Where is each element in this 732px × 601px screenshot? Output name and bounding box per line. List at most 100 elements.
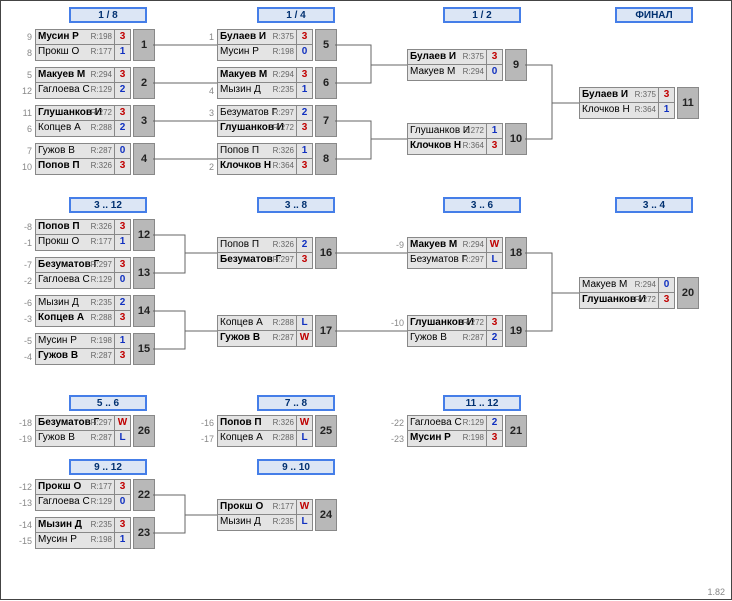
player-name: Безуматов ГR:297 bbox=[217, 253, 297, 269]
player-rating: R:198 bbox=[91, 533, 112, 547]
player-rating: R:272 bbox=[463, 124, 484, 138]
match: -22Гаглоева СR:1292-23Мусин РR:198321 bbox=[391, 415, 503, 447]
score: 3 bbox=[115, 257, 131, 273]
seed: -5 bbox=[19, 333, 35, 349]
score: 3 bbox=[297, 29, 313, 45]
score: 3 bbox=[659, 87, 675, 103]
match-number: 22 bbox=[133, 479, 155, 511]
player-name: Гаглоева СR:129 bbox=[35, 83, 115, 99]
seed: 1 bbox=[201, 29, 217, 45]
player-name: Мызин ДR:235 bbox=[35, 295, 115, 311]
stage-label: 3 .. 4 bbox=[615, 197, 693, 213]
seed bbox=[391, 331, 407, 347]
seed: 10 bbox=[19, 159, 35, 175]
seed bbox=[391, 65, 407, 81]
player-name: Гужов ВR:287 bbox=[217, 331, 297, 347]
seed bbox=[201, 45, 217, 61]
player-rating: R:364 bbox=[463, 139, 484, 153]
match-row: -19Гужов ВR:287L bbox=[19, 431, 131, 447]
stage-label: ФИНАЛ bbox=[615, 7, 693, 23]
stage-label: 3 .. 12 bbox=[69, 197, 147, 213]
player-rating: R:294 bbox=[463, 65, 484, 79]
player-rating: R:287 bbox=[463, 331, 484, 345]
match-row: Клочков НR:3643 bbox=[391, 139, 503, 155]
seed: 3 bbox=[201, 105, 217, 121]
match-row: Мусин РR:1980 bbox=[201, 45, 313, 61]
player-name: Гужов ВR:287 bbox=[35, 143, 115, 159]
player-name: Булаев ИR:375 bbox=[217, 29, 297, 45]
seed bbox=[391, 123, 407, 139]
stage-label: 9 .. 10 bbox=[257, 459, 335, 475]
match-number: 24 bbox=[315, 499, 337, 531]
score: 3 bbox=[487, 431, 503, 447]
match: Попов ПR:3262Безуматов ГR:297316 bbox=[201, 237, 313, 269]
seed bbox=[201, 253, 217, 269]
player-rating: R:287 bbox=[91, 431, 112, 445]
score: 3 bbox=[487, 315, 503, 331]
match-row: 10Попов ПR:3263 bbox=[19, 159, 131, 175]
player-rating: R:198 bbox=[463, 431, 484, 445]
player-name: Мусин РR:198 bbox=[35, 29, 115, 45]
player-rating: R:235 bbox=[91, 518, 112, 532]
player-rating: R:326 bbox=[273, 144, 294, 158]
match-row: Прокш ОR:177W bbox=[201, 499, 313, 515]
player-name: Гужов ВR:287 bbox=[407, 331, 487, 347]
score: 3 bbox=[115, 349, 131, 365]
match: 7Гужов ВR:287010Попов ПR:32634 bbox=[19, 143, 131, 175]
player-rating: R:294 bbox=[635, 278, 656, 292]
score: 1 bbox=[487, 123, 503, 139]
player-name: Клочков НR:364 bbox=[407, 139, 487, 155]
match-row: Макуев МR:2943 bbox=[201, 67, 313, 83]
match: -5Мусин РR:1981-4Гужов ВR:287315 bbox=[19, 333, 131, 365]
match-number: 26 bbox=[133, 415, 155, 447]
match-row: -16Попов ПR:326W bbox=[201, 415, 313, 431]
score: 3 bbox=[115, 517, 131, 533]
seed bbox=[201, 237, 217, 253]
match-row: -12Прокш ОR:1773 bbox=[19, 479, 131, 495]
match-row: 8Прокш ОR:1771 bbox=[19, 45, 131, 61]
score: 3 bbox=[115, 29, 131, 45]
seed: -17 bbox=[201, 431, 217, 447]
player-name: Мусин РR:198 bbox=[35, 533, 115, 549]
player-name: Булаев ИR:375 bbox=[407, 49, 487, 65]
player-name: Прокш ОR:177 bbox=[217, 499, 297, 515]
player-name: Мызин ДR:235 bbox=[217, 515, 297, 531]
seed: -4 bbox=[19, 349, 35, 365]
player-name: Мызин ДR:235 bbox=[35, 517, 115, 533]
score: 2 bbox=[115, 121, 131, 137]
match-row: Глушанков ИR:2723 bbox=[201, 121, 313, 137]
player-name: Глушанков ИR:272 bbox=[407, 315, 487, 331]
seed: -23 bbox=[391, 431, 407, 447]
seed: -8 bbox=[19, 219, 35, 235]
player-name: Клочков НR:364 bbox=[579, 103, 659, 119]
match-row: -6Мызин ДR:2352 bbox=[19, 295, 131, 311]
score: W bbox=[297, 331, 313, 347]
seed: 12 bbox=[19, 83, 35, 99]
score: 1 bbox=[115, 333, 131, 349]
score: 0 bbox=[115, 273, 131, 289]
player-name: Клочков НR:364 bbox=[217, 159, 297, 175]
match-number: 3 bbox=[133, 105, 155, 137]
match-number: 15 bbox=[133, 333, 155, 365]
match-row: 3Безуматов ГR:2972 bbox=[201, 105, 313, 121]
match-row: 11Глушанков ИR:2723 bbox=[19, 105, 131, 121]
player-rating: R:198 bbox=[91, 30, 112, 44]
stage-label: 3 .. 6 bbox=[443, 197, 521, 213]
player-name: Прокш ОR:177 bbox=[35, 235, 115, 251]
score: 0 bbox=[115, 143, 131, 159]
seed: 8 bbox=[19, 45, 35, 61]
player-name: Копцев АR:288 bbox=[35, 311, 115, 327]
stage-label: 1 / 8 bbox=[69, 7, 147, 23]
player-rating: R:272 bbox=[463, 316, 484, 330]
match-row: 6Копцев АR:2882 bbox=[19, 121, 131, 137]
player-rating: R:235 bbox=[91, 296, 112, 310]
seed: 5 bbox=[19, 67, 35, 83]
match-row: -14Мызин ДR:2353 bbox=[19, 517, 131, 533]
match-row: Попов ПR:3261 bbox=[201, 143, 313, 159]
match-row: Безуматов ГR:2973 bbox=[201, 253, 313, 269]
score: L bbox=[297, 315, 313, 331]
player-name: Попов ПR:326 bbox=[35, 219, 115, 235]
seed bbox=[563, 293, 579, 309]
score: W bbox=[297, 415, 313, 431]
match-row: Мызин ДR:235L bbox=[201, 515, 313, 531]
